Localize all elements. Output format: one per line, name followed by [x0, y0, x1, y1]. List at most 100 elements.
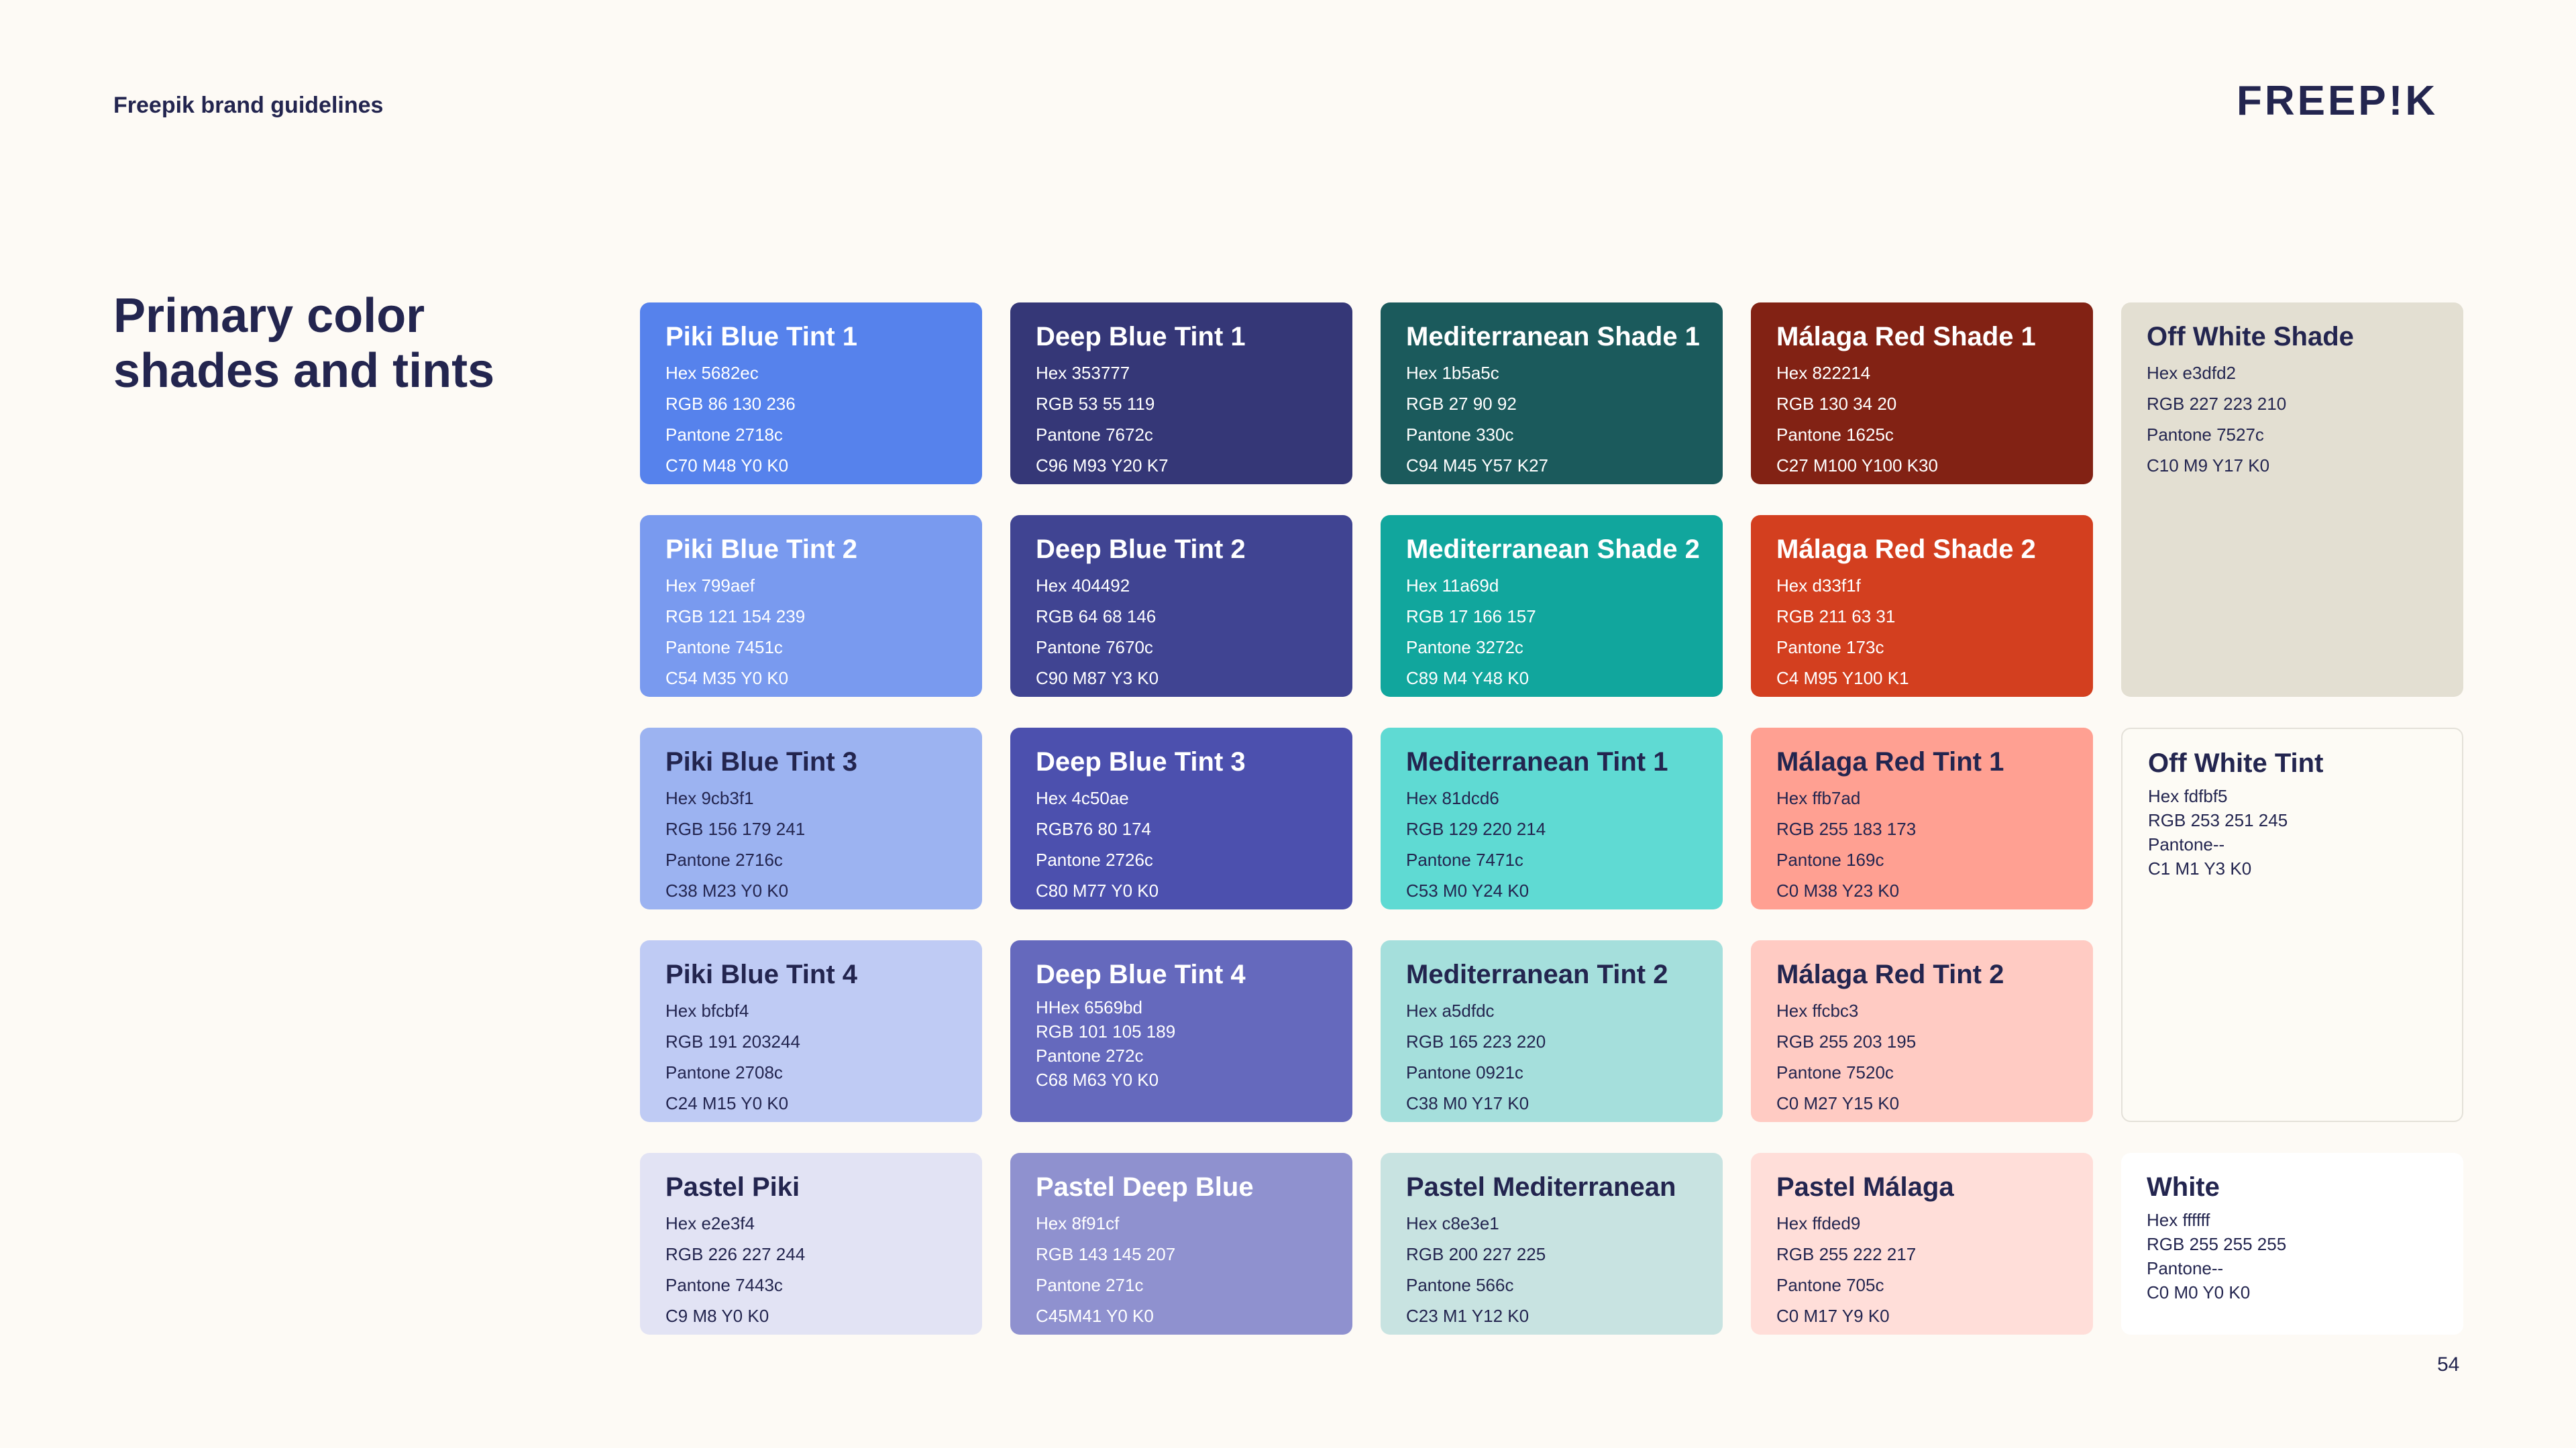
- color-swatch-card: Mediterranean Shade 2 Hex 11a69d RGB 17 16…: [1381, 515, 1723, 697]
- swatch-spec-line: C27 M100 Y100 K30: [1776, 455, 1938, 476]
- swatch-spec-line: Pantone--: [2148, 834, 2225, 854]
- document-header-label: Freepik brand guidelines: [113, 93, 384, 118]
- swatch-spec-line: C23 M1 Y12 K0: [1406, 1306, 1529, 1326]
- swatch-spec-line: C89 M4 Y48 K0: [1406, 668, 1529, 688]
- swatch-spec-line: C0 M0 Y0 K0: [2147, 1282, 2251, 1302]
- swatch-name: Málaga Red Shade 2: [1776, 535, 2036, 564]
- swatch-spec-line: RGB 253 251 245: [2148, 810, 2288, 830]
- color-swatch-card: Piki Blue Tint 2 Hex 799aef RGB 121 154 23…: [640, 515, 982, 697]
- swatch-spec-line: Hex e2e3f4: [665, 1213, 755, 1233]
- swatch-spec-line: Hex 11a69d: [1406, 575, 1499, 596]
- swatch-spec-line: C0 M17 Y9 K0: [1776, 1306, 1890, 1326]
- swatch-spec-line: Hex c8e3e1: [1406, 1213, 1499, 1233]
- swatch-spec-line: C45M41 Y0 K0: [1036, 1306, 1154, 1326]
- swatch-name: Deep Blue Tint 4: [1036, 960, 1246, 989]
- swatch-spec-line: Hex 81dcd6: [1406, 788, 1499, 808]
- swatch-spec-line: Hex 353777: [1036, 363, 1130, 383]
- color-swatch-card: Deep Blue Tint 3 Hex 4c50ae RGB76 80 174 Pa…: [1010, 728, 1352, 909]
- color-swatch-card: Deep Blue Tint 1 Hex 353777 RGB 53 55 119 P…: [1010, 302, 1352, 484]
- color-swatch-card: Pastel Piki Hex e2e3f4 RGB 226 227 244 Pant…: [640, 1153, 982, 1335]
- color-swatch-card: Piki Blue Tint 4 Hex bfcbf4 RGB 191 203244…: [640, 940, 982, 1122]
- swatch-spec-line: Hex e3dfd2: [2147, 363, 2236, 383]
- swatch-name: Pastel Mediterranean: [1406, 1172, 1676, 1202]
- swatch-spec-line: Pantone 7527c: [2147, 425, 2264, 445]
- freepik-logo: FREEP!K: [2237, 78, 2438, 124]
- swatch-spec-line: Pantone 2726c: [1036, 850, 1153, 870]
- page-number: 54: [2437, 1353, 2460, 1376]
- swatch-spec-line: Hex 1b5a5c: [1406, 363, 1499, 383]
- swatch-spec-line: C0 M38 Y23 K0: [1776, 881, 1900, 901]
- swatch-name: White: [2147, 1172, 2220, 1202]
- swatch-spec-line: Pantone 2716c: [665, 850, 783, 870]
- swatch-spec-line: RGB 255 203 195: [1776, 1032, 1917, 1052]
- swatch-spec-line: Pantone 2708c: [665, 1062, 783, 1082]
- swatch-spec-line: RGB 255 222 217: [1776, 1244, 1917, 1264]
- swatch-spec-line: C94 M45 Y57 K27: [1406, 455, 1548, 476]
- swatch-spec-line: Pantone 3272c: [1406, 637, 1523, 657]
- swatch-spec-line: C54 M35 Y0 K0: [665, 668, 789, 688]
- color-swatch-card: Pastel Deep Blue Hex 8f91cf RGB 143 145 20…: [1010, 1153, 1352, 1335]
- color-swatch-card: Mediterranean Tint 2 Hex a5dfdc RGB 165 22…: [1381, 940, 1723, 1122]
- swatch-spec-line: Pantone 173c: [1776, 637, 1884, 657]
- swatch-spec-line: C90 M87 Y3 K0: [1036, 668, 1159, 688]
- color-swatch-card: Málaga Red Tint 2 Hex ffcbc3 RGB 255 203 1…: [1751, 940, 2093, 1122]
- swatch-name: Piki Blue Tint 2: [665, 535, 857, 564]
- swatch-name: Málaga Red Tint 2: [1776, 960, 2004, 989]
- swatch-spec-line: RGB 53 55 119: [1036, 394, 1155, 414]
- swatch-name: Piki Blue Tint 3: [665, 747, 857, 777]
- color-swatch-card: Mediterranean Tint 1 Hex 81dcd6 RGB 129 22…: [1381, 728, 1723, 909]
- swatch-name: Mediterranean Tint 2: [1406, 960, 1668, 989]
- swatch-spec-line: RGB 130 34 20: [1776, 394, 1897, 414]
- page-title-line-1: Primary color: [113, 289, 425, 343]
- swatch-spec-line: C96 M93 Y20 K7: [1036, 455, 1169, 476]
- swatch-spec-line: RGB 200 227 225: [1406, 1244, 1546, 1264]
- swatch-spec-line: Pantone 7471c: [1406, 850, 1523, 870]
- swatch-spec-line: RGB 143 145 207: [1036, 1244, 1176, 1264]
- swatch-spec-line: Hex 799aef: [665, 575, 755, 596]
- swatch-spec-line: C24 M15 Y0 K0: [665, 1093, 789, 1113]
- swatch-spec-line: Hex 822214: [1776, 363, 1871, 383]
- swatch-spec-line: Pantone 7670c: [1036, 637, 1153, 657]
- swatch-spec-line: C4 M95 Y100 K1: [1776, 668, 1909, 688]
- swatch-spec-line: C68 M63 Y0 K0: [1036, 1070, 1159, 1090]
- swatch-spec-line: Hex d33f1f: [1776, 575, 1861, 596]
- color-swatch-card: Mediterranean Shade 1 Hex 1b5a5c RGB 27 90…: [1381, 302, 1723, 484]
- swatch-spec-line: Pantone 0921c: [1406, 1062, 1523, 1082]
- swatch-spec-line: C80 M77 Y0 K0: [1036, 881, 1159, 901]
- color-swatch-card: Málaga Red Shade 2 Hex d33f1f RGB 211 63 3…: [1751, 515, 2093, 697]
- swatch-name: Deep Blue Tint 2: [1036, 535, 1246, 564]
- swatch-spec-line: RGB 86 130 236: [665, 394, 796, 414]
- swatch-name: Off White Tint: [2148, 748, 2324, 778]
- swatch-spec-line: Pantone 169c: [1776, 850, 1884, 870]
- swatch-name: Pastel Piki: [665, 1172, 800, 1202]
- color-swatch-card: Off White Tint Hex fdfbf5 RGB 253 251 245 P…: [2121, 728, 2463, 1122]
- swatch-spec-line: C53 M0 Y24 K0: [1406, 881, 1529, 901]
- swatch-spec-line: Hex ffffff: [2147, 1210, 2210, 1230]
- swatch-spec-line: C38 M23 Y0 K0: [665, 881, 789, 901]
- color-swatch-card: Off White Shade Hex e3dfd2 RGB 227 223 210…: [2121, 302, 2463, 697]
- swatch-spec-line: C10 M9 Y17 K0: [2147, 455, 2270, 476]
- swatch-name: Mediterranean Shade 1: [1406, 322, 1700, 351]
- swatch-spec-line: Hex fdfbf5: [2148, 786, 2228, 806]
- swatch-spec-line: Hex bfcbf4: [665, 1001, 749, 1021]
- swatch-spec-line: RGB 191 203244: [665, 1032, 800, 1052]
- swatch-spec-line: Hex ffb7ad: [1776, 788, 1861, 808]
- swatch-spec-line: RGB 64 68 146: [1036, 606, 1157, 626]
- swatch-name: Off White Shade: [2147, 322, 2354, 351]
- swatch-spec-line: HHex 6569bd: [1036, 997, 1142, 1017]
- swatch-name: Málaga Red Tint 1: [1776, 747, 2004, 777]
- swatch-spec-line: RGB76 80 174: [1036, 819, 1152, 839]
- swatch-spec-line: Hex 5682ec: [665, 363, 759, 383]
- swatch-name: Mediterranean Tint 1: [1406, 747, 1668, 777]
- color-swatch-card: Piki Blue Tint 3 Hex 9cb3f1 RGB 156 179 24…: [640, 728, 982, 909]
- swatch-name: Piki Blue Tint 4: [665, 960, 857, 989]
- swatch-spec-line: Pantone 7451c: [665, 637, 783, 657]
- color-swatch-grid: Piki Blue Tint 1 Hex 5682ec RGB 86 130 236…: [640, 302, 2463, 1335]
- swatch-spec-line: Pantone--: [2147, 1258, 2224, 1278]
- swatch-spec-line: Pantone 7443c: [665, 1275, 783, 1295]
- swatch-spec-line: Pantone 271c: [1036, 1275, 1144, 1295]
- swatch-spec-line: RGB 129 220 214: [1406, 819, 1546, 839]
- color-swatch-card: Piki Blue Tint 1 Hex 5682ec RGB 86 130 236…: [640, 302, 982, 484]
- swatch-name: Piki Blue Tint 1: [665, 322, 857, 351]
- swatch-spec-line: Pantone 2718c: [665, 425, 783, 445]
